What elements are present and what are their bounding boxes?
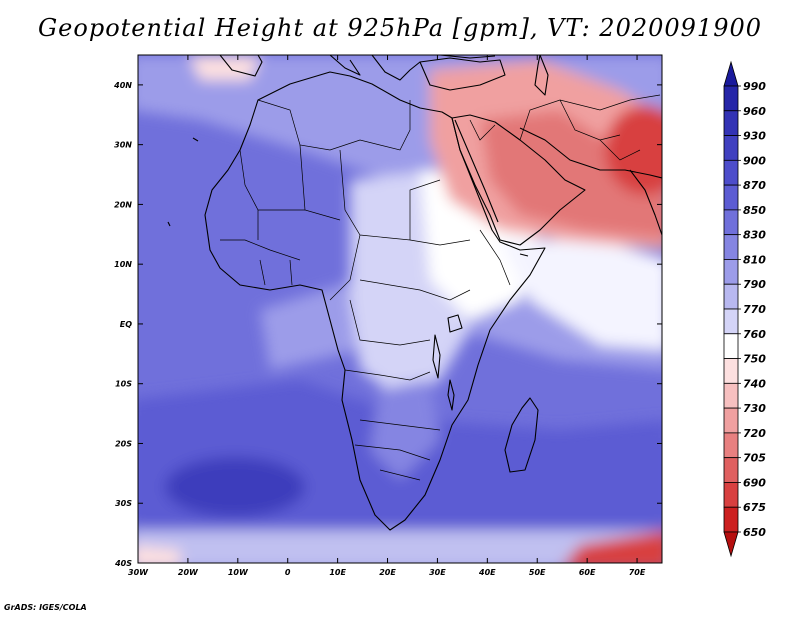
colorbar-label: 770: [743, 303, 766, 316]
india-coast: [629, 169, 662, 236]
map-panel: 40N 30N 20N 10N EQ 10S 20S 30S 40S 30W 20W 10W 0 10E…: [113, 54, 663, 577]
lon-label: 10E: [329, 568, 346, 577]
colorbar-label: 675: [743, 501, 766, 514]
colorbar-label: 690: [743, 476, 766, 489]
colorbar-band: [723, 259, 739, 285]
island-cape-verde: [167, 221, 171, 227]
colorbar-band: [723, 85, 739, 112]
colorbar-band: [723, 457, 739, 483]
lon-label: 70E: [629, 568, 646, 577]
country-borders: [220, 94, 661, 481]
lon-label: 20E: [379, 568, 396, 577]
colorbar-label: 850: [743, 204, 766, 217]
lat-label: 40N: [113, 81, 132, 90]
colorbar-band: [723, 209, 739, 236]
lat-label: 30N: [114, 141, 132, 150]
island-canaries: [192, 137, 199, 142]
colorbar-label: 870: [743, 179, 766, 192]
map-frame: [137, 54, 663, 564]
colorbar-label: 960: [743, 105, 766, 118]
field-far-south: [138, 530, 662, 563]
lat-label: 20S: [115, 439, 132, 448]
lon-label: 30E: [429, 568, 446, 577]
colorbar-band: [723, 159, 739, 186]
colorbar-label: 650: [743, 526, 766, 539]
lake-tanganyika: [432, 334, 441, 379]
black-sea: [439, 55, 496, 59]
field-east-africa: [420, 170, 540, 320]
madagascar-outline: [504, 397, 539, 473]
caspian-sea: [534, 55, 549, 96]
field-southern-africa: [370, 380, 440, 480]
longitude-axis: 30W 20W 10W 0 10E 20E 30E 40E 50E 60E 70E: [128, 55, 646, 577]
colorbar-band: [723, 333, 739, 359]
lon-label: 0: [285, 568, 291, 577]
iberia-outline: [219, 55, 263, 77]
lon-label: 50E: [529, 568, 546, 577]
italy-outline: [329, 55, 361, 76]
colorbar-label: 720: [743, 427, 766, 440]
colorbar-band: [723, 234, 739, 260]
lon-label: 60E: [579, 568, 596, 577]
lat-label: 10N: [114, 260, 132, 269]
colorbar-band: [723, 358, 739, 384]
lat-label: 20N: [114, 200, 132, 209]
height-field: [138, 55, 662, 563]
colorbar-bottom-arrow: [723, 531, 739, 558]
colorbar-label: 750: [743, 353, 766, 366]
colorbar-label: 990: [743, 80, 766, 93]
latitude-axis: 40N 30N 20N 10N EQ 10S 20S 30S 40S: [113, 81, 662, 568]
field-india-low: [605, 105, 662, 195]
field-southern-tip-light: [138, 545, 180, 563]
field-southern-ocean-low: [565, 531, 662, 563]
colorbar-label: 740: [743, 377, 766, 390]
africa-outline: [204, 71, 546, 531]
colorbar-label: 900: [743, 154, 766, 167]
colorbar-label: 705: [743, 452, 766, 465]
field-arabia: [480, 110, 662, 240]
lat-label: 10S: [115, 380, 132, 389]
grads-credit: GrADS: IGES/COLA: [4, 603, 87, 612]
arabia-outline: [451, 114, 586, 246]
colorbar-band: [723, 283, 739, 310]
iran-coast: [519, 127, 662, 179]
colorbar-label: 730: [743, 402, 766, 415]
lon-label: 20W: [178, 568, 199, 577]
lat-label: 30S: [115, 499, 132, 508]
colorbar-label: 790: [743, 278, 766, 291]
colorbar-band: [723, 432, 739, 459]
field-mediterranean: [190, 55, 260, 80]
field-south-atlantic-high: [165, 457, 305, 517]
island-socotra: [519, 253, 529, 257]
colorbar-label: 830: [743, 229, 766, 242]
red-sea: [454, 119, 499, 223]
field-indian-ocean: [500, 240, 662, 350]
lon-label: 10W: [228, 568, 249, 577]
colorbar-label: 810: [743, 253, 766, 266]
colorbar: 990 960 930 900 870 850 830 810 790 770 760 750 740 7…: [723, 60, 766, 558]
lake-malawi: [447, 379, 455, 411]
colorbar-band: [723, 135, 739, 161]
lon-label: 30W: [128, 568, 149, 577]
colorbar-band: [723, 407, 739, 434]
coastlines: [167, 55, 662, 531]
balkans-outline: [371, 55, 421, 81]
colorbar-label: 930: [743, 130, 766, 143]
colorbar-band: [723, 382, 739, 409]
lat-label: EQ: [120, 320, 132, 329]
anatolia-outline: [419, 57, 506, 91]
lake-victoria: [447, 314, 463, 333]
page-title: Geopotential Height at 925hPa [gpm], VT:…: [38, 14, 762, 42]
colorbar-band: [723, 482, 739, 508]
colorbar-top-arrow: [723, 60, 739, 87]
colorbar-band: [723, 506, 739, 533]
colorbar-band: [723, 110, 739, 136]
colorbar-label: 760: [743, 328, 766, 341]
lon-label: 40E: [478, 568, 496, 577]
colorbar-band: [723, 184, 739, 211]
lat-label: 40S: [114, 559, 132, 568]
colorbar-band: [723, 308, 739, 335]
